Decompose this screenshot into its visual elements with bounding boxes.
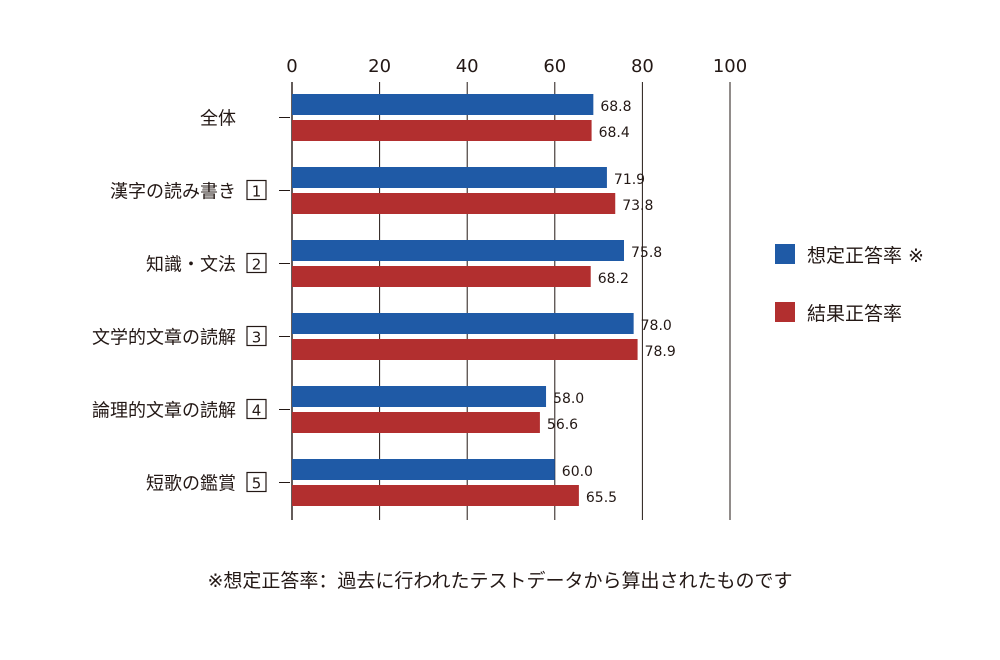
category-label-2: 知識・文法 (146, 255, 236, 276)
bar-expected-2 (292, 240, 625, 261)
data-label-expected-1: 71.9 (614, 172, 645, 188)
data-label-expected-0: 68.8 (600, 99, 631, 115)
category-badge-2: 2 (252, 256, 262, 274)
data-label-result-2: 68.2 (598, 271, 629, 287)
legend-item-result: 結果正答率 (775, 298, 924, 326)
bar-result-3 (292, 339, 638, 360)
category-badge-4: 4 (252, 402, 262, 420)
category-badge-5: 5 (252, 475, 262, 493)
category-badge-1: 1 (252, 183, 262, 201)
bar-expected-5 (292, 459, 555, 480)
category-badge-box-1 (246, 179, 267, 201)
bar-result-0 (292, 120, 592, 141)
legend: 想定正答率 ※ 結果正答率 (775, 240, 924, 356)
category-badge-box-2 (246, 252, 267, 274)
data-label-expected-2: 75.8 (631, 245, 662, 261)
legend-label-result: 結果正答率 (807, 302, 903, 325)
data-label-result-0: 68.4 (599, 125, 630, 141)
category-badge-box-5 (246, 471, 267, 493)
bar-result-2 (292, 266, 591, 287)
bar-expected-4 (292, 386, 547, 407)
grid-lines (291, 82, 731, 520)
legend-item-expected: 想定正答率 ※ (775, 240, 924, 268)
bar-expected-0 (292, 94, 594, 115)
bar-result-1 (292, 193, 616, 214)
data-label-result-5: 65.5 (586, 490, 617, 506)
category-label-3: 文学的文章の読解 (92, 328, 236, 349)
legend-label-expected: 想定正答率 ※ (807, 244, 924, 267)
category-label-4: 論理的文章の読解 (92, 401, 236, 422)
x-tick-label-80: 80 (631, 56, 654, 77)
category-label-5: 短歌の鑑賞 (146, 474, 236, 495)
category-label-1: 漢字の読み書き (110, 182, 236, 203)
category-badge-box-3 (246, 325, 267, 347)
data-label-result-3: 78.9 (645, 344, 676, 360)
bar-expected-1 (292, 167, 607, 188)
x-tick-label-60: 60 (543, 56, 566, 77)
x-tick-label-40: 40 (456, 56, 479, 77)
data-label-expected-5: 60.0 (562, 464, 593, 480)
x-axis-ticks: 0 20 40 60 80 100 (286, 56, 747, 77)
category-badge-3: 3 (252, 329, 262, 347)
x-tick-label-20: 20 (368, 56, 391, 77)
legend-swatch-expected (775, 244, 795, 264)
x-tick-label-100: 100 (713, 56, 747, 77)
bar-result-5 (292, 485, 579, 506)
data-label-expected-3: 78.0 (641, 318, 672, 334)
x-tick-label-0: 0 (286, 56, 297, 77)
bar-result-4 (292, 412, 540, 433)
bars (292, 94, 638, 506)
footnote: ※想定正答率：過去に行われたテストデータから算出されたものです (207, 570, 793, 592)
data-label-result-4: 56.6 (547, 417, 578, 433)
category-label-0: 全体 (200, 109, 236, 130)
data-label-result-1: 73.8 (622, 198, 653, 214)
bar-chart: 0 20 40 60 80 100 68.8 68.4 71.9 73.8 75.868.2 78.… (92, 56, 747, 520)
data-label-expected-4: 58.0 (553, 391, 584, 407)
data-labels: 68.8 68.4 71.9 73.8 75.868.2 78.0 78.9 58.0 56.6… (547, 99, 676, 506)
category-badge-box-4 (246, 398, 267, 420)
legend-swatch-result (775, 302, 795, 322)
bar-expected-3 (292, 313, 634, 334)
